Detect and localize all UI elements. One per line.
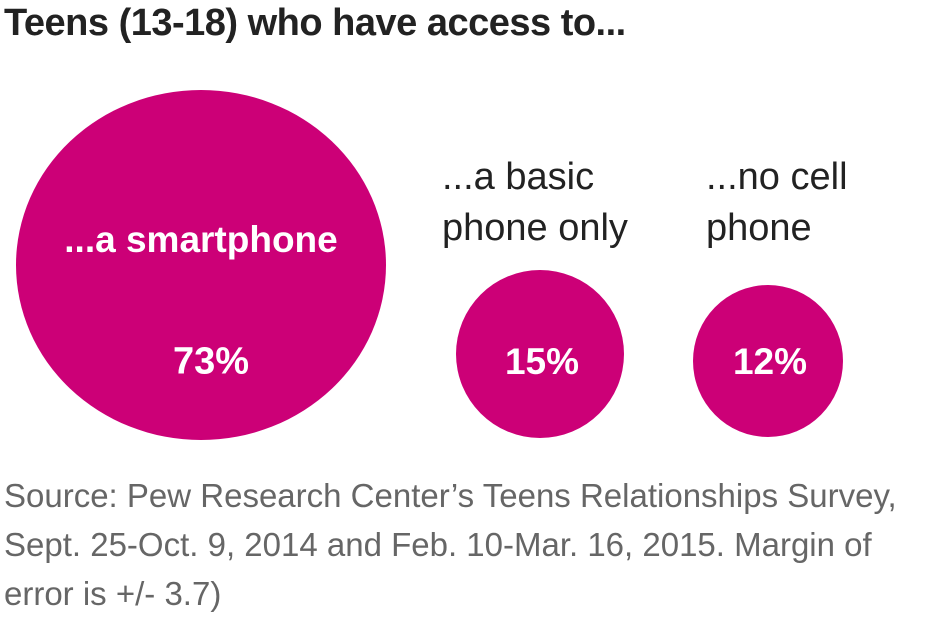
source-note: Source: Pew Research Center’s Teens Rela… <box>4 477 897 612</box>
bubble-smartphone-value: 73% <box>172 340 250 383</box>
bubble-basic-name: ...a basic phone only <box>442 156 628 249</box>
bubble-none-value: 12% <box>732 341 808 382</box>
bubble-basic-value: 15% <box>504 341 580 382</box>
bubble-none <box>693 285 843 437</box>
bubble-basic <box>456 270 624 438</box>
bubble-none-name: ...no cell phone <box>706 156 848 249</box>
chart-title: Teens (13-18) who have access to... <box>4 2 626 44</box>
bubble-smartphone <box>16 90 386 440</box>
bubble-smartphone-name: ...a smartphone <box>64 219 338 260</box>
